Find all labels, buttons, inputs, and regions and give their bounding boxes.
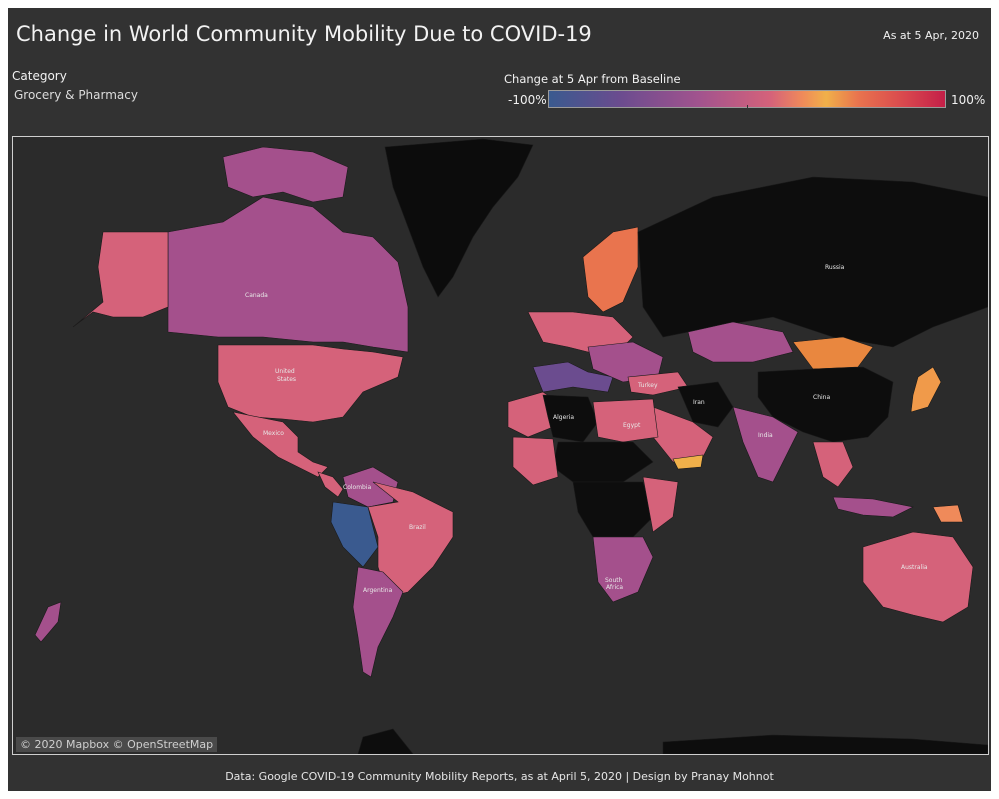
map-label-egypt: Egypt	[623, 422, 641, 429]
map-label-brazil: Brazil	[409, 524, 426, 531]
region-new-zealand[interactable]	[34, 601, 62, 643]
map-label-south-africa-line1: South	[605, 577, 623, 584]
region-mexico[interactable]	[232, 411, 329, 478]
region-papua[interactable]	[932, 504, 964, 523]
category-filter-value[interactable]: Grocery & Pharmacy	[14, 88, 138, 102]
region-central-america[interactable]	[317, 471, 344, 498]
region-canada[interactable]	[167, 196, 409, 353]
map-label-australia: Australia	[901, 564, 928, 571]
footer-credits: Data: Google COVID-19 Community Mobility…	[225, 770, 774, 783]
region-west-africa[interactable]	[512, 436, 559, 486]
map-label-iran: Iran	[693, 399, 705, 406]
world-map[interactable]: Canada United States Mexico Colombia Bra…	[12, 136, 989, 755]
region-spain-italy[interactable]	[532, 361, 614, 393]
legend-midpoint-tick	[747, 105, 748, 109]
map-label-united-states-line2: States	[277, 376, 296, 383]
as-at-date: As at 5 Apr, 2020	[883, 29, 979, 42]
map-label-argentina: Argentina	[363, 587, 393, 594]
world-map-svg[interactable]: Canada United States Mexico Colombia Bra…	[13, 137, 988, 754]
region-indonesia[interactable]	[832, 496, 914, 518]
map-label-algeria: Algeria	[553, 414, 574, 421]
map-label-china: China	[813, 394, 830, 401]
region-australia[interactable]	[862, 531, 974, 623]
legend-title: Change at 5 Apr from Baseline	[504, 72, 681, 86]
map-label-colombia: Colombia	[343, 484, 372, 491]
region-india[interactable]	[732, 406, 799, 483]
region-iran[interactable]	[677, 381, 734, 428]
map-label-south-africa-line2: Africa	[606, 584, 623, 591]
region-colombia-venezuela[interactable]	[342, 466, 399, 508]
region-scandinavia[interactable]	[582, 226, 639, 313]
region-turkey[interactable]	[627, 371, 689, 396]
map-label-india: India	[758, 432, 773, 439]
page-title: Change in World Community Mobility Due t…	[16, 22, 592, 46]
region-greenland[interactable]	[384, 138, 534, 298]
region-southern-africa[interactable]	[592, 536, 654, 603]
region-libya-egypt[interactable]	[592, 398, 659, 443]
region-kazakhstan[interactable]	[687, 321, 794, 363]
region-japan[interactable]	[910, 366, 942, 413]
region-china[interactable]	[757, 366, 894, 443]
legend-min-label: -100%	[508, 93, 547, 107]
map-attribution[interactable]: © 2020 Mapbox © OpenStreetMap	[16, 737, 218, 752]
dashboard-frame: Change in World Community Mobility Due t…	[8, 8, 991, 791]
region-canada-islands[interactable]	[222, 146, 349, 203]
region-argentina-chile[interactable]	[352, 566, 404, 678]
region-alaska[interactable]	[72, 231, 169, 328]
category-filter-label: Category	[12, 69, 67, 83]
region-yemen[interactable]	[672, 454, 704, 470]
region-east-africa[interactable]	[642, 476, 679, 533]
region-southeast-asia[interactable]	[812, 441, 854, 488]
map-label-united-states-line1: United	[275, 368, 295, 375]
map-label-mexico: Mexico	[263, 430, 284, 437]
region-mongolia[interactable]	[792, 336, 874, 370]
region-russia[interactable]	[637, 176, 988, 348]
map-label-turkey: Turkey	[637, 382, 658, 389]
legend-max-label: 100%	[951, 93, 986, 107]
region-united-states[interactable]	[217, 344, 404, 423]
map-label-canada: Canada	[245, 292, 268, 299]
region-antarctica[interactable]	[357, 728, 988, 754]
map-label-russia: Russia	[825, 264, 845, 271]
